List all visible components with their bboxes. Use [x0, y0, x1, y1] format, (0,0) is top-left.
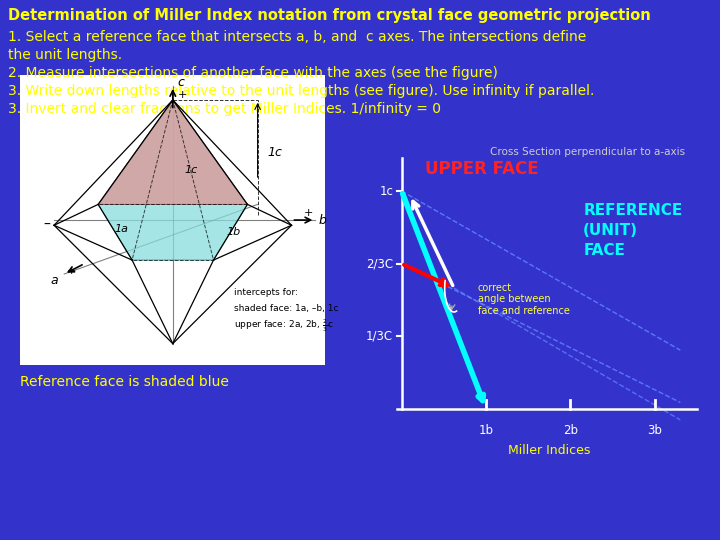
Text: 1b: 1b — [479, 424, 493, 437]
Text: Miller Indices: Miller Indices — [508, 444, 590, 457]
Text: shaded face: 1a, –b, 1c: shaded face: 1a, –b, 1c — [234, 303, 338, 313]
Text: 1b: 1b — [227, 227, 241, 237]
Text: Upper face: Upper face — [555, 392, 631, 406]
Text: 2b: 2b — [563, 424, 578, 437]
Text: Cross Section perpendicular to a-axis: Cross Section perpendicular to a-axis — [490, 147, 685, 158]
Text: 1. Select a reference face that intersects a, b, and  c axes. The intersections : 1. Select a reference face that intersec… — [8, 30, 586, 44]
Text: +: + — [304, 208, 313, 218]
Text: 1c: 1c — [268, 146, 283, 159]
Text: 3b: 3b — [647, 424, 662, 437]
Text: Reference face is shaded blue: Reference face is shaded blue — [20, 375, 229, 389]
Text: 2. Measure intersections of another face with the axes (see the figure): 2. Measure intersections of another face… — [8, 66, 498, 80]
Text: UPPER FACE: UPPER FACE — [426, 160, 539, 178]
Text: upper face: 2a, 2b, $\frac{2}{3}$c: upper face: 2a, 2b, $\frac{2}{3}$c — [234, 318, 334, 334]
Text: (1/2,1/2,3/2) = 113: (1/2,1/2,3/2) = 113 — [365, 392, 498, 406]
Text: REFERENCE
(UNIT)
FACE: REFERENCE (UNIT) FACE — [583, 203, 683, 258]
Text: correct
angle between
face and reference: correct angle between face and reference — [477, 282, 570, 316]
Text: 3. Write down lengths relative to the unit lengths (see figure). Use infinity if: 3. Write down lengths relative to the un… — [8, 84, 595, 98]
Text: the unit lengths.: the unit lengths. — [8, 48, 122, 62]
Text: (1/1,1/1,1/1) = 111: (1/1,1/1,1/1) = 111 — [365, 375, 499, 389]
Text: Reference face: Reference face — [555, 375, 659, 389]
Text: intercepts for:: intercepts for: — [234, 288, 298, 297]
Text: 1/3C: 1/3C — [366, 330, 393, 343]
Text: 1c: 1c — [184, 165, 198, 174]
Text: b: b — [319, 213, 327, 227]
Text: 3. Invert and clear fractions to get Miller Indices. 1/infinity = 0: 3. Invert and clear fractions to get Mil… — [8, 102, 441, 116]
Text: +: + — [178, 90, 187, 100]
Text: 2/3C: 2/3C — [366, 257, 393, 270]
Text: Determination of Miller Index notation from crystal face geometric projection: Determination of Miller Index notation f… — [8, 8, 651, 23]
Text: 1c: 1c — [379, 185, 393, 198]
Bar — [20, 75, 325, 365]
Text: +: + — [66, 266, 76, 275]
Text: a: a — [50, 274, 58, 287]
Text: –: – — [44, 218, 50, 232]
Polygon shape — [98, 100, 248, 204]
Text: 1a: 1a — [115, 224, 129, 234]
Polygon shape — [98, 100, 248, 260]
Text: c: c — [178, 76, 185, 89]
